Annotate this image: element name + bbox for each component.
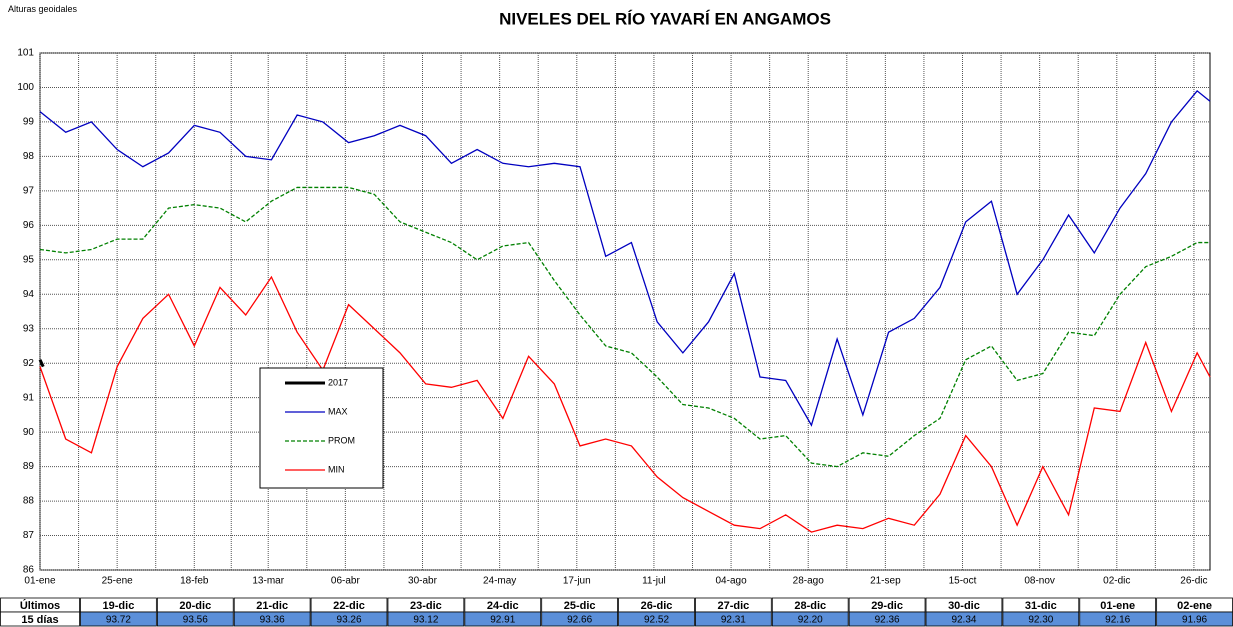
table-value: 92.91 xyxy=(490,615,515,626)
y-tick-label: 98 xyxy=(23,151,35,162)
y-tick-label: 101 xyxy=(17,48,34,59)
table-value: 92.31 xyxy=(721,615,746,626)
table-value: 92.52 xyxy=(644,615,669,626)
chart-title: NIVELES DEL RÍO YAVARÍ EN ANGAMOS xyxy=(499,9,831,28)
x-tick-label: 21-sep xyxy=(870,576,901,587)
x-tick-label: 01-ene xyxy=(24,576,56,587)
table-cell xyxy=(771,611,849,627)
table-value: 92.30 xyxy=(1028,615,1053,626)
table-value: 91.96 xyxy=(1182,615,1207,626)
y-tick-label: 100 xyxy=(17,82,34,93)
table-header: 29-dic xyxy=(871,600,903,612)
table-header: 01-ene xyxy=(1100,600,1135,612)
table-cell xyxy=(925,611,1003,627)
y-tick-label: 91 xyxy=(23,392,35,403)
table-value: 92.16 xyxy=(1105,615,1130,626)
legend-label: MIN xyxy=(328,464,345,474)
x-tick-label: 17-jun xyxy=(563,576,591,587)
y-tick-label: 96 xyxy=(23,220,35,231)
y-tick-label: 95 xyxy=(23,254,35,265)
x-tick-label: 24-may xyxy=(483,576,516,587)
table-cell xyxy=(1002,611,1080,627)
table-cell xyxy=(156,611,234,627)
y-tick-label: 89 xyxy=(23,461,35,472)
y-tick-label: 94 xyxy=(23,289,35,300)
table-header: 21-dic xyxy=(256,600,288,612)
x-tick-label: 25-ene xyxy=(102,576,134,587)
table-cell xyxy=(1079,611,1157,627)
y-tick-label: 93 xyxy=(23,323,35,334)
y-axis-label: Alturas geoidales xyxy=(8,4,78,14)
table-cell xyxy=(0,611,80,627)
y-tick-label: 86 xyxy=(23,565,35,576)
legend-label: PROM xyxy=(328,435,355,445)
series-line xyxy=(39,90,1211,427)
x-tick-label: 30-abr xyxy=(408,576,438,587)
table-value: 93.26 xyxy=(337,615,362,626)
table-cell xyxy=(618,611,695,627)
y-tick-label: 90 xyxy=(23,427,35,438)
x-tick-label: 15-oct xyxy=(949,576,977,587)
x-tick-label: 11-jul xyxy=(642,576,666,587)
table-cell xyxy=(80,611,157,627)
table-cell xyxy=(310,611,388,627)
table-value: 92.36 xyxy=(875,615,900,626)
table-row-label: 15 días xyxy=(21,614,58,626)
legend-box xyxy=(259,367,384,489)
table-value: 92.20 xyxy=(798,615,823,626)
plot-area xyxy=(39,52,1211,571)
table-cell xyxy=(464,611,542,627)
table-header: 24-dic xyxy=(487,600,519,612)
x-tick-label: 26-dic xyxy=(1180,576,1207,587)
table-header: 19-dic xyxy=(103,600,135,612)
table-value: 93.12 xyxy=(413,615,438,626)
table-header: 28-dic xyxy=(794,600,826,612)
x-tick-label: 06-abr xyxy=(331,576,361,587)
table-cell xyxy=(233,611,311,627)
y-tick-label: 88 xyxy=(23,496,35,507)
table-header: 31-dic xyxy=(1025,600,1057,612)
table-value: 93.36 xyxy=(260,615,285,626)
table-header: 20-dic xyxy=(179,600,211,612)
legend-label: 2017 xyxy=(328,377,348,387)
x-tick-label: 02-dic xyxy=(1103,576,1130,587)
table-value: 92.66 xyxy=(567,615,592,626)
x-tick-label: 08-nov xyxy=(1024,576,1055,587)
y-tick-label: 97 xyxy=(23,186,35,197)
series-line xyxy=(39,186,1210,468)
y-tick-label: 99 xyxy=(23,117,35,128)
table-value: 92.34 xyxy=(951,615,976,626)
x-tick-label: 13-mar xyxy=(252,576,284,587)
table-cell xyxy=(695,611,772,627)
table-header: 23-dic xyxy=(410,600,442,612)
table-header: 22-dic xyxy=(333,600,365,612)
table-header: Últimos xyxy=(20,599,60,612)
x-tick-label: 28-ago xyxy=(793,576,825,587)
table-header: 26-dic xyxy=(641,600,673,612)
series-line xyxy=(39,275,1211,533)
x-tick-label: 18-feb xyxy=(180,576,209,587)
table-header: 02-ene xyxy=(1177,600,1212,612)
table-cell xyxy=(848,611,926,627)
y-tick-label: 87 xyxy=(23,530,35,541)
table-cell xyxy=(541,611,618,627)
table-cell xyxy=(387,611,465,627)
y-tick-label: 92 xyxy=(23,358,35,369)
table-header: 30-dic xyxy=(948,600,980,612)
x-tick-label: 04-ago xyxy=(716,576,748,587)
series-line xyxy=(38,359,45,368)
table-value: 93.56 xyxy=(183,615,208,626)
legend-label: MAX xyxy=(328,406,348,416)
table-header: 27-dic xyxy=(717,600,749,612)
table-header: 25-dic xyxy=(564,600,596,612)
table-value: 93.72 xyxy=(106,615,131,626)
